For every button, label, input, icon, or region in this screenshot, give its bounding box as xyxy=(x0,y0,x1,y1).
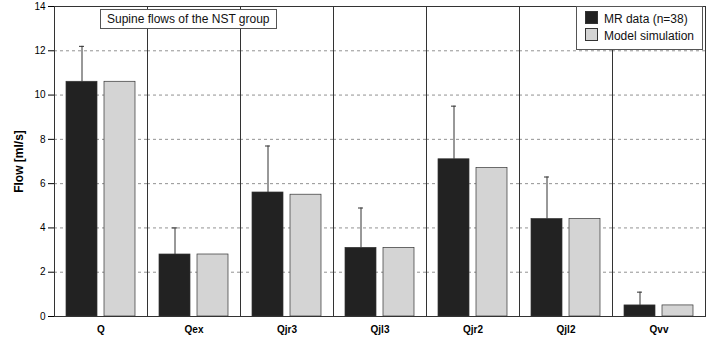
svg-text:0: 0 xyxy=(40,311,46,322)
html-text:MR data (n=38): MR data (n=38) xyxy=(604,12,688,26)
html-text:Model simulation: Model simulation xyxy=(604,29,694,43)
svg-text:2: 2 xyxy=(40,266,46,277)
svg-text:Flow [ml/s]: Flow [ml/s] xyxy=(12,130,26,193)
svg-text:Q: Q xyxy=(97,324,105,335)
svg-text:Qex: Qex xyxy=(185,324,204,335)
svg-text:14: 14 xyxy=(34,1,46,12)
svg-text:Qjr2: Qjr2 xyxy=(463,324,483,335)
svg-text:Qjl2: Qjl2 xyxy=(557,324,576,335)
svg-text:Qjr3: Qjr3 xyxy=(277,324,297,335)
svg-text:4: 4 xyxy=(40,222,46,233)
svg-text:Qjl3: Qjl3 xyxy=(371,324,390,335)
html-text:Supine flows of the NST group: Supine flows of the NST group xyxy=(107,12,270,26)
svg-text:12: 12 xyxy=(34,45,46,56)
svg-text:8: 8 xyxy=(40,134,46,145)
svg-text:6: 6 xyxy=(40,178,46,189)
svg-text:10: 10 xyxy=(34,89,46,100)
svg-text:Qvv: Qvv xyxy=(650,324,669,335)
